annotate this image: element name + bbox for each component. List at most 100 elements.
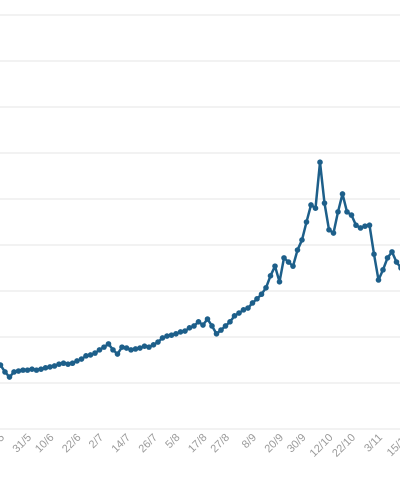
marker bbox=[357, 225, 364, 231]
x-tick-label: 5/8 bbox=[163, 432, 182, 451]
marker bbox=[60, 360, 67, 367]
marker bbox=[312, 205, 319, 211]
x-tick-label: 3/11 bbox=[362, 432, 385, 455]
marker bbox=[42, 365, 49, 371]
marker bbox=[254, 296, 260, 302]
marker bbox=[339, 191, 346, 197]
marker bbox=[24, 367, 31, 373]
marker bbox=[168, 332, 175, 338]
marker bbox=[87, 352, 94, 358]
marker bbox=[348, 212, 355, 218]
marker bbox=[105, 341, 112, 347]
x-tick-label: 27/8 bbox=[208, 432, 232, 456]
marker bbox=[231, 313, 238, 319]
marker bbox=[74, 358, 80, 364]
marker bbox=[78, 356, 85, 362]
x-tick-label: 8/9 bbox=[240, 432, 259, 451]
marker bbox=[321, 200, 328, 206]
marker bbox=[209, 323, 215, 329]
marker bbox=[92, 350, 98, 356]
x-tick-label: 10/6 bbox=[33, 432, 57, 456]
marker bbox=[384, 255, 391, 261]
marker bbox=[123, 345, 130, 351]
marker bbox=[195, 319, 202, 325]
marker bbox=[281, 255, 287, 261]
marker bbox=[227, 319, 233, 325]
x-tick-label: 17/8 bbox=[186, 432, 210, 456]
marker bbox=[29, 366, 35, 373]
marker bbox=[155, 339, 161, 345]
marker bbox=[2, 369, 8, 375]
marker bbox=[371, 251, 377, 257]
marker bbox=[204, 316, 211, 322]
x-tick-label: 14/7 bbox=[109, 432, 133, 456]
marker bbox=[146, 344, 152, 350]
marker bbox=[263, 284, 269, 291]
x-tick-label: 30/9 bbox=[285, 432, 309, 456]
marker bbox=[267, 273, 274, 279]
x-tick-label: 26/7 bbox=[136, 432, 160, 456]
marker bbox=[200, 322, 206, 328]
marker bbox=[236, 310, 242, 316]
marker bbox=[294, 247, 301, 253]
marker bbox=[389, 249, 395, 255]
marker bbox=[375, 277, 382, 283]
marker bbox=[290, 263, 296, 269]
x-tick-label: 22/6 bbox=[60, 432, 84, 456]
marker bbox=[150, 342, 157, 348]
x-tick-label: 19/5 bbox=[0, 432, 7, 456]
marker bbox=[299, 237, 305, 243]
x-tick-label: 15/11 bbox=[385, 432, 400, 459]
x-tick-label: 31/5 bbox=[10, 432, 34, 456]
marker bbox=[240, 307, 247, 313]
marker bbox=[69, 360, 76, 367]
marker bbox=[258, 291, 265, 298]
marker bbox=[303, 219, 310, 225]
marker bbox=[393, 259, 400, 265]
marker bbox=[285, 259, 292, 265]
x-tick-label: 2/7 bbox=[87, 432, 106, 451]
marker bbox=[164, 333, 170, 339]
marker bbox=[326, 227, 332, 233]
x-tick-label: 22/10 bbox=[330, 432, 358, 460]
marker bbox=[110, 347, 116, 353]
marker bbox=[0, 362, 4, 368]
marker bbox=[119, 344, 125, 350]
marker bbox=[249, 300, 256, 306]
marker bbox=[308, 202, 314, 208]
x-tick-label: 20/9 bbox=[262, 432, 286, 456]
marker bbox=[56, 361, 62, 367]
marker bbox=[47, 364, 53, 370]
marker bbox=[15, 368, 22, 374]
marker bbox=[276, 279, 283, 285]
marker bbox=[159, 335, 166, 341]
marker bbox=[114, 351, 121, 357]
marker bbox=[128, 347, 134, 353]
marker bbox=[33, 367, 40, 373]
marker bbox=[141, 343, 148, 350]
marker bbox=[177, 329, 184, 335]
marker bbox=[137, 345, 143, 351]
marker bbox=[191, 323, 197, 329]
marker bbox=[101, 344, 107, 350]
marker bbox=[96, 347, 103, 353]
marker bbox=[330, 230, 337, 236]
marker bbox=[362, 223, 368, 229]
marker bbox=[83, 353, 89, 359]
marker bbox=[132, 346, 139, 352]
marker bbox=[213, 330, 220, 337]
x-tick-label: 12/10 bbox=[308, 432, 336, 460]
marker bbox=[222, 323, 229, 329]
marker bbox=[186, 325, 193, 331]
marker bbox=[344, 209, 350, 215]
marker bbox=[182, 328, 188, 334]
marker bbox=[20, 367, 26, 373]
marker bbox=[245, 305, 251, 311]
marker bbox=[11, 369, 17, 375]
marker bbox=[65, 361, 71, 367]
marker bbox=[380, 267, 386, 273]
marker bbox=[272, 263, 278, 269]
marker bbox=[51, 363, 58, 369]
marker bbox=[335, 209, 341, 215]
